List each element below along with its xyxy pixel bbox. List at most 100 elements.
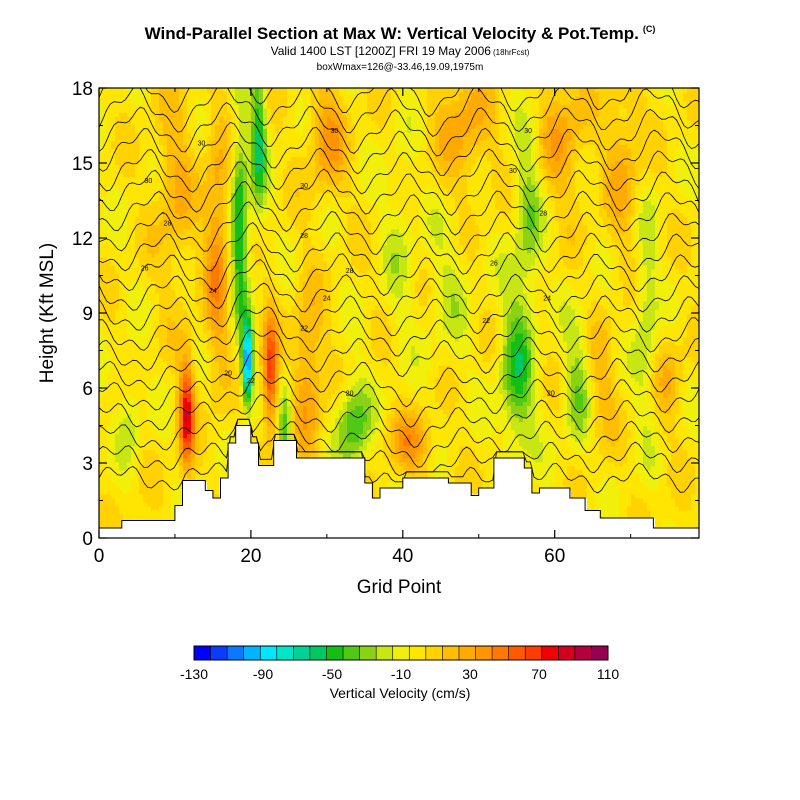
velocity-cell <box>471 373 476 378</box>
velocity-cell <box>375 489 380 495</box>
velocity-cell <box>655 361 660 366</box>
velocity-cell <box>487 385 492 390</box>
velocity-cell <box>263 409 268 415</box>
velocity-cell <box>467 433 472 439</box>
velocity-cell <box>287 401 292 407</box>
velocity-cell <box>207 385 212 390</box>
velocity-cell <box>599 453 604 459</box>
velocity-cell <box>187 441 192 447</box>
velocity-cell <box>339 433 344 439</box>
velocity-cell <box>267 421 272 427</box>
velocity-cell <box>631 413 636 419</box>
velocity-cell <box>179 413 184 419</box>
velocity-cell <box>647 485 652 491</box>
velocity-cell <box>351 421 356 427</box>
velocity-cell <box>115 361 120 366</box>
velocity-cell <box>587 469 592 475</box>
velocity-cell <box>443 393 448 398</box>
velocity-cell <box>539 425 544 431</box>
velocity-cell <box>139 501 144 507</box>
velocity-cell <box>583 445 588 451</box>
velocity-cell <box>587 417 592 423</box>
velocity-cell <box>595 405 600 411</box>
velocity-cell <box>475 441 480 447</box>
velocity-cell <box>483 481 488 487</box>
velocity-cell <box>651 453 656 459</box>
velocity-cell <box>115 405 120 411</box>
velocity-cell <box>383 401 388 407</box>
velocity-cell <box>691 469 696 475</box>
velocity-cell <box>295 373 300 378</box>
velocity-cell <box>111 441 116 447</box>
velocity-cell <box>143 421 148 427</box>
velocity-cell <box>227 357 232 362</box>
velocity-cell <box>387 465 392 471</box>
velocity-cell <box>467 449 472 455</box>
velocity-cell <box>163 505 168 511</box>
velocity-cell <box>271 433 276 439</box>
velocity-cell <box>639 481 644 487</box>
velocity-cell <box>151 417 156 423</box>
velocity-cell <box>403 401 408 407</box>
velocity-cell <box>195 409 200 415</box>
velocity-cell <box>527 373 532 378</box>
velocity-cell <box>467 461 472 467</box>
velocity-cell <box>347 413 352 419</box>
velocity-cell <box>583 389 588 394</box>
velocity-cell <box>555 465 560 471</box>
velocity-cell <box>359 357 364 362</box>
velocity-cell <box>627 469 632 475</box>
velocity-cell <box>347 373 352 378</box>
velocity-cell <box>263 377 268 382</box>
velocity-cell <box>295 413 300 419</box>
velocity-cell <box>287 405 292 411</box>
velocity-cell <box>527 385 532 390</box>
velocity-cell <box>587 373 592 378</box>
velocity-cell <box>651 497 656 503</box>
velocity-cell <box>603 425 608 431</box>
velocity-cell <box>159 477 164 483</box>
velocity-cell <box>167 385 172 390</box>
velocity-cell <box>659 501 664 507</box>
velocity-cell <box>411 473 416 479</box>
velocity-cell <box>295 401 300 407</box>
velocity-cell <box>171 413 176 419</box>
velocity-cell <box>131 417 136 423</box>
velocity-cell <box>523 457 528 463</box>
velocity-cell <box>103 441 108 447</box>
velocity-cell <box>599 413 604 419</box>
velocity-cell <box>267 441 272 447</box>
velocity-cell <box>207 417 212 423</box>
velocity-cell <box>543 417 548 423</box>
velocity-cell <box>111 357 116 362</box>
velocity-cell <box>655 385 660 390</box>
velocity-cell <box>435 445 440 451</box>
velocity-cell <box>519 369 524 374</box>
velocity-cell <box>435 449 440 455</box>
velocity-cell <box>447 405 452 411</box>
velocity-cell <box>651 361 656 366</box>
velocity-cell <box>155 485 160 491</box>
velocity-cell <box>423 373 428 378</box>
velocity-cell <box>123 429 128 435</box>
velocity-cell <box>463 357 468 362</box>
velocity-cell <box>515 441 520 447</box>
velocity-cell <box>447 445 452 451</box>
velocity-cell <box>127 433 132 439</box>
velocity-cell <box>335 401 340 407</box>
velocity-cell <box>171 477 176 483</box>
velocity-cell <box>671 361 676 366</box>
velocity-cell <box>495 413 500 419</box>
velocity-cell <box>131 373 136 378</box>
velocity-cell <box>651 405 656 411</box>
velocity-cell <box>519 409 524 415</box>
velocity-cell <box>623 425 628 431</box>
velocity-cell <box>435 377 440 382</box>
velocity-cell <box>467 377 472 382</box>
velocity-cell <box>195 393 200 398</box>
velocity-cell <box>691 457 696 463</box>
velocity-cell <box>691 493 696 499</box>
velocity-cell <box>303 393 308 398</box>
velocity-cell <box>127 405 132 411</box>
velocity-cell <box>443 457 448 463</box>
